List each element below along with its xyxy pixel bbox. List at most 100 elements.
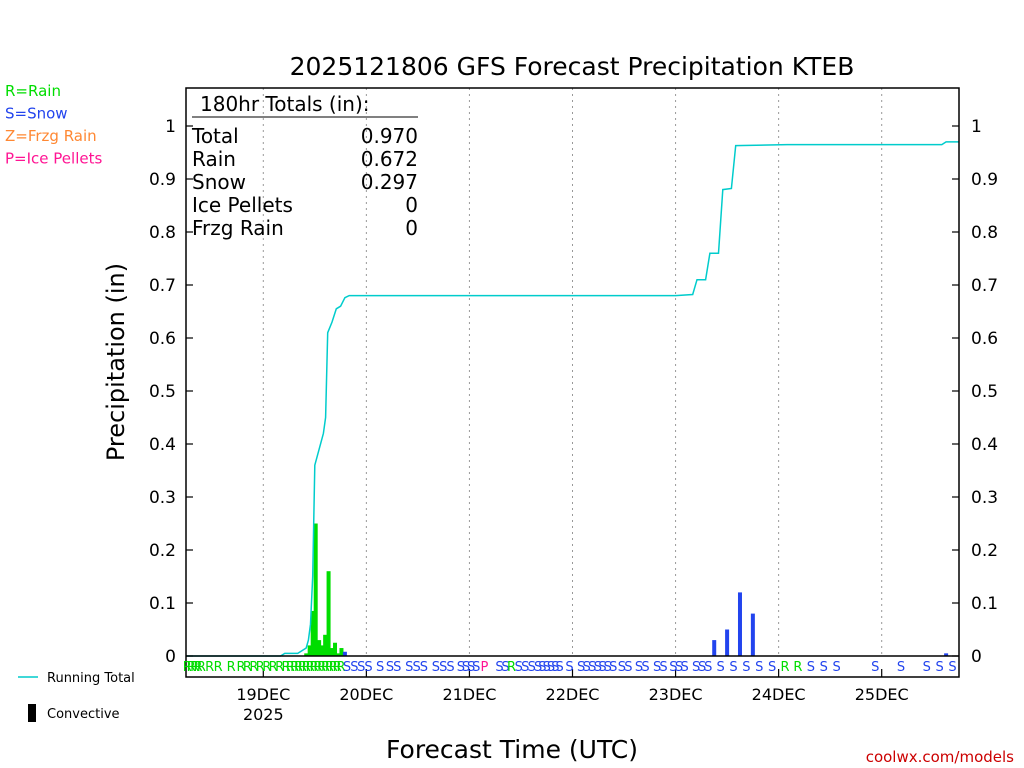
ptype-legend-entry: P=Ice Pellets — [5, 150, 102, 168]
totals-row-label: Total — [191, 124, 239, 148]
totals-row-value: 0.297 — [361, 170, 418, 194]
ptype-marker: S — [495, 660, 503, 675]
ptype-marker: R — [197, 660, 206, 675]
ptype-marker: R — [290, 660, 299, 675]
ptype-marker: S — [543, 660, 551, 675]
totals-row-label: Rain — [192, 147, 236, 171]
ptype-marker: R — [187, 660, 196, 675]
totals-row-label: Frzg Rain — [192, 216, 284, 240]
precip-bar — [333, 642, 338, 656]
y-axis-label: Precipitation (in) — [102, 263, 130, 461]
y-tick-label-left: 0 — [165, 647, 176, 667]
ptype-marker: S — [521, 660, 529, 675]
y-tick-label-right: 0 — [971, 647, 982, 667]
ptype-marker: S — [515, 660, 523, 675]
ptype-marker: R — [317, 660, 326, 675]
ptype-marker: S — [594, 660, 602, 675]
ptype-marker: R — [781, 660, 790, 675]
ptype-marker: S — [659, 660, 667, 675]
ptype-marker: S — [350, 660, 358, 675]
y-tick-label-left: 0.7 — [149, 276, 176, 296]
ptype-marker: S — [653, 660, 661, 675]
ptype-marker: S — [588, 660, 596, 675]
precip-bar — [725, 629, 730, 656]
y-tick-label-left: 0.8 — [149, 223, 176, 243]
x-tick-label: 24DEC — [752, 685, 806, 704]
totals-row-value: 0 — [405, 193, 418, 217]
ptype-marker: R — [214, 660, 223, 675]
ptype-marker: S — [807, 660, 815, 675]
y-tick-label-left: 1 — [165, 117, 176, 137]
ptype-marker: R — [333, 660, 342, 675]
ptype-marker: R — [337, 660, 346, 675]
totals-row-label: Snow — [192, 170, 246, 194]
ptype-marker: S — [565, 660, 573, 675]
totals-row-value: 0 — [405, 216, 418, 240]
ptype-marker: S — [598, 660, 606, 675]
ptype-marker: S — [618, 660, 626, 675]
ptype-marker: S — [635, 660, 643, 675]
ptype-marker: R — [325, 660, 334, 675]
precip-bar — [304, 653, 309, 656]
ptype-marker: R — [294, 660, 303, 675]
y-tick-label-left: 0.2 — [149, 541, 176, 561]
x-tick-label: 23DEC — [649, 685, 703, 704]
ptype-marker: S — [547, 660, 555, 675]
ptype-marker: R — [286, 660, 295, 675]
ptype-marker: R — [298, 660, 307, 675]
precip-bar — [323, 634, 328, 656]
credit-text: coolwx.com/models — [866, 748, 1014, 766]
precip-bar — [944, 653, 949, 656]
totals-row-value: 0.970 — [361, 124, 418, 148]
ptype-marker: S — [551, 660, 559, 675]
ptype-marker: R — [249, 660, 258, 675]
precip-bar — [310, 610, 315, 656]
y-tick-label-right: 0.7 — [971, 276, 998, 296]
ptype-marker: S — [583, 660, 591, 675]
x-axis-label: Forecast Time (UTC) — [386, 735, 638, 764]
ptype-marker: R — [309, 660, 318, 675]
x-tick-sublabel: 2025 — [243, 705, 284, 724]
precip-bar — [737, 592, 742, 656]
ptype-marker: S — [897, 660, 905, 675]
running-total-line — [186, 141, 959, 657]
ptype-marker: R — [302, 660, 311, 675]
y-tick-label-left: 0.4 — [149, 435, 176, 455]
ptype-marker: R — [306, 660, 315, 675]
ptype-marker: S — [669, 660, 677, 675]
ptype-marker: S — [675, 660, 683, 675]
ptype-marker: R — [194, 660, 203, 675]
y-tick-label-left: 0.9 — [149, 170, 176, 190]
y-tick-label-right: 0.2 — [971, 541, 998, 561]
ptype-marker: S — [457, 660, 465, 675]
ptype-marker: R — [183, 660, 192, 675]
ptype-marker: S — [604, 660, 612, 675]
ptype-marker: S — [698, 660, 706, 675]
ptype-marker: S — [501, 660, 509, 675]
ptype-marker: S — [729, 660, 737, 675]
convective-legend-label: Convective — [47, 707, 120, 722]
precip-bar — [750, 613, 755, 656]
ptype-marker: S — [534, 660, 542, 675]
ptype-marker: S — [768, 660, 776, 675]
ptype-marker: S — [577, 660, 585, 675]
precip-bar — [336, 653, 341, 656]
precip-bar — [313, 523, 318, 656]
ptype-marker: S — [641, 660, 649, 675]
ptype-marker: R — [313, 660, 322, 675]
ptype-marker: R — [190, 660, 199, 675]
ptype-marker: R — [243, 660, 252, 675]
x-tick-label: 19DEC — [236, 685, 290, 704]
ptype-marker: S — [820, 660, 828, 675]
ptype-legend-entry: S=Snow — [5, 105, 68, 123]
totals-row-label: Ice Pellets — [192, 193, 293, 217]
chart-title: 2025121806 GFS Forecast Precipitation KT… — [290, 52, 855, 81]
y-tick-label-left: 0.3 — [149, 488, 176, 508]
ptype-marker: S — [467, 660, 475, 675]
ptype-marker: R — [262, 660, 271, 675]
totals-row-value: 0.672 — [361, 147, 418, 171]
precip-bar — [712, 640, 717, 656]
ptype-marker: R — [227, 660, 236, 675]
x-tick-label: 21DEC — [442, 685, 496, 704]
